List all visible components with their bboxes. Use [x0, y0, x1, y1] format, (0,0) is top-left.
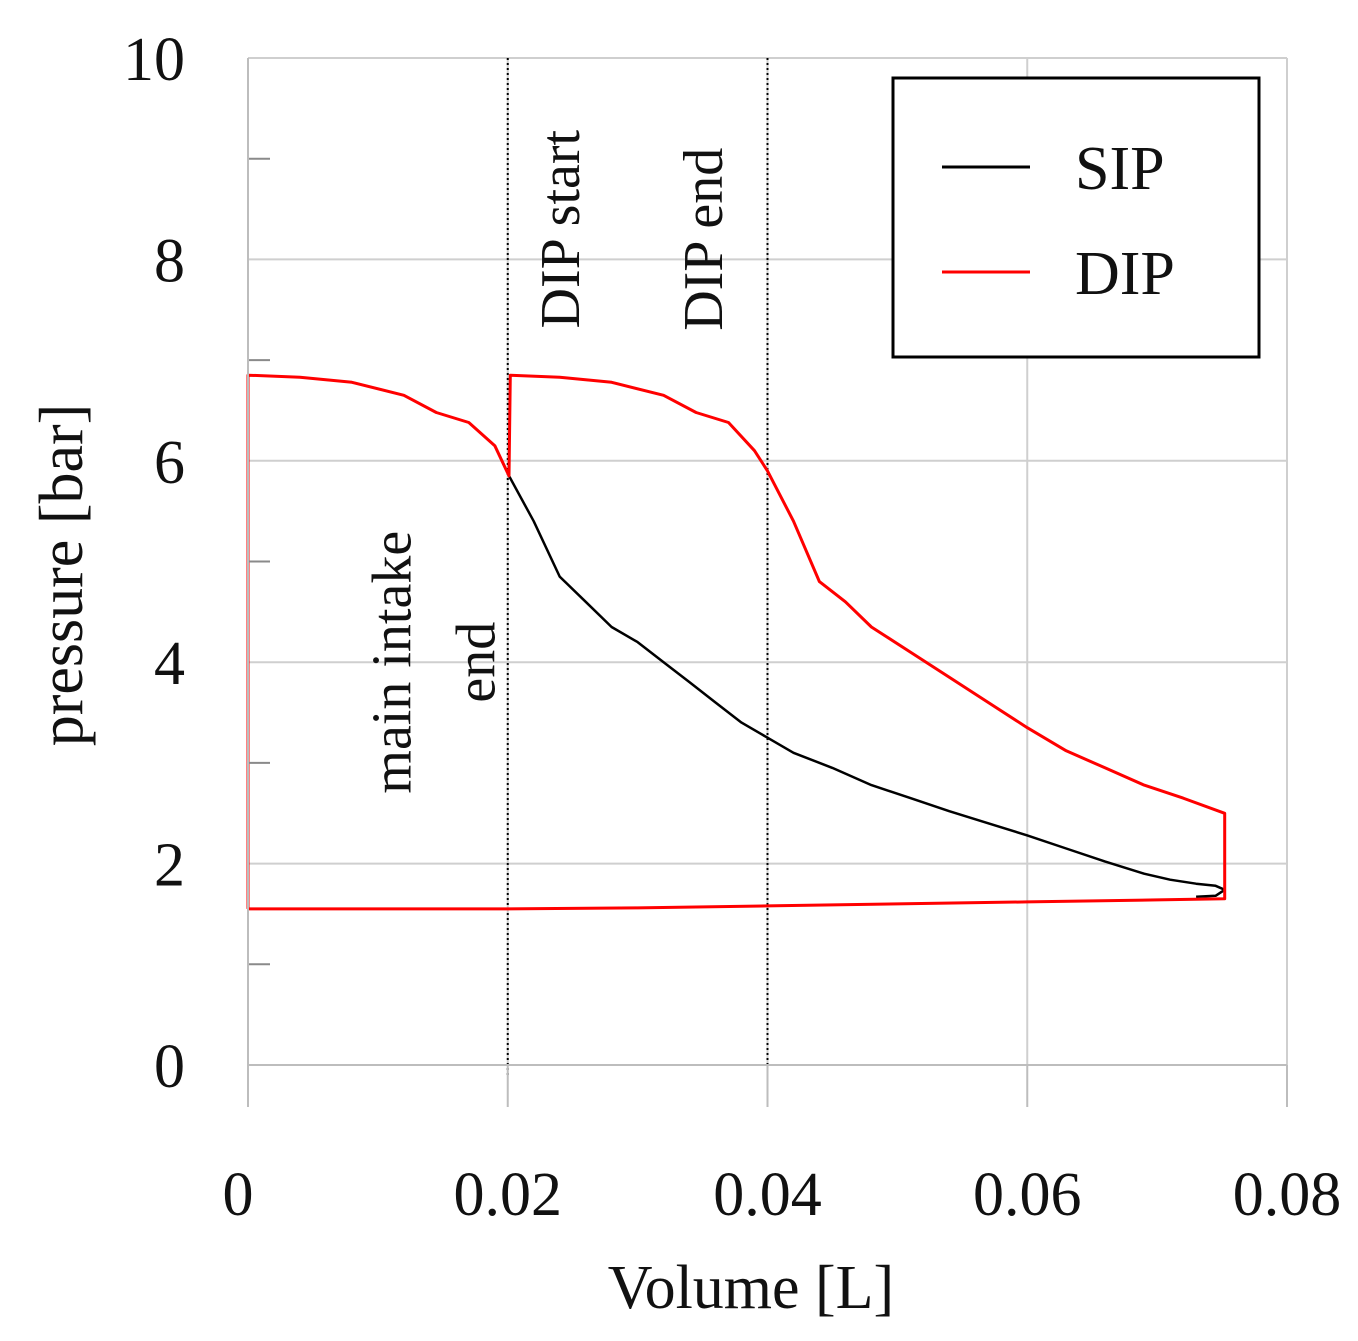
annotation-main: main intake end	[361, 531, 507, 794]
y-tick-label: 4	[154, 630, 185, 698]
legend: SIP DIP	[891, 76, 1261, 359]
y-tick-label: 6	[154, 429, 185, 497]
x-tick-label: 0.02	[454, 1161, 563, 1229]
data-series	[246, 373, 1227, 911]
x-tick-label: 0.04	[713, 1161, 822, 1229]
x-tick-label: 0.08	[1233, 1161, 1342, 1229]
series-line-sip	[507, 475, 1226, 899]
annotation-dip_start: DIP start	[530, 129, 592, 328]
axes: 0 0.02 0.04 0.06 0.08 0 2 4 6 8 10	[123, 26, 1341, 1229]
annotation-line: DIP start	[530, 129, 592, 328]
annotations: main intake end DIP start DIP end	[361, 129, 735, 793]
x-tick-label: 0.06	[973, 1161, 1082, 1229]
annotation-line: DIP end	[673, 148, 735, 331]
legend-label-dip: DIP	[1075, 240, 1175, 308]
x-tick-label: 0	[223, 1161, 254, 1229]
legend-label-sip: SIP	[1075, 135, 1165, 203]
annotation-dip_end: DIP end	[673, 148, 735, 331]
y-axis-title: pressure [bar]	[28, 404, 96, 747]
y-tick-label: 8	[154, 227, 185, 295]
series-line-dip	[246, 373, 1227, 911]
y-tick-label: 2	[154, 832, 185, 900]
x-axis-title: Volume [L]	[608, 1254, 894, 1322]
annotation-line: main intake	[361, 531, 423, 794]
y-tick-label: 0	[154, 1033, 185, 1101]
annotation-line: end	[445, 622, 507, 703]
legend-box	[891, 76, 1261, 359]
y-tick-label: 10	[123, 26, 185, 94]
